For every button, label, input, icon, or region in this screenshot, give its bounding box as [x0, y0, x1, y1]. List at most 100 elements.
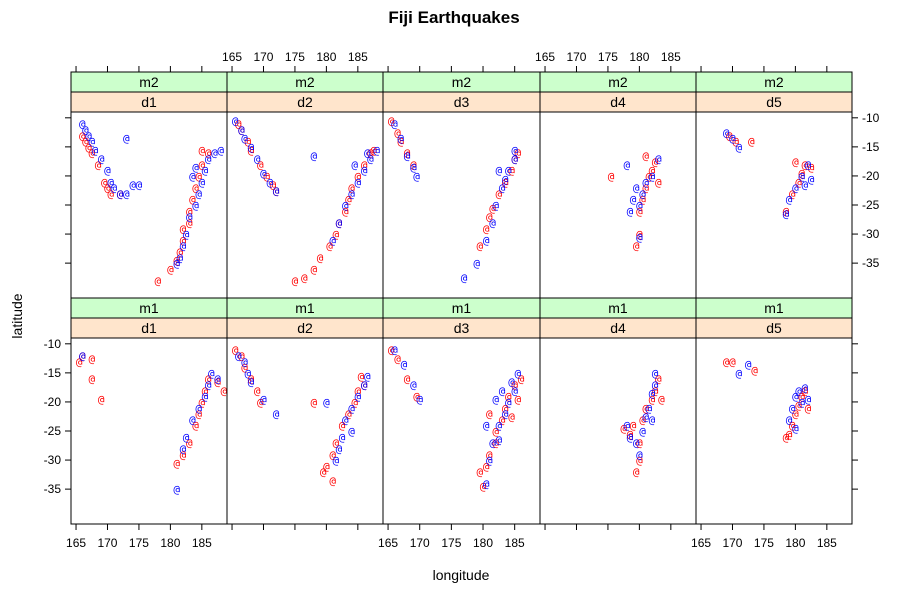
data-point: @ [404, 373, 411, 386]
data-point: @ [515, 393, 522, 406]
data-point: @ [117, 187, 124, 200]
data-point: @ [238, 123, 245, 136]
data-point: @ [192, 199, 199, 212]
data-point: @ [79, 349, 86, 362]
data-point: @ [410, 379, 417, 392]
x-tick-label-bottom: 175 [129, 536, 149, 550]
data-point: @ [110, 182, 117, 195]
data-point: @ [192, 182, 199, 195]
data-point: @ [248, 373, 255, 386]
data-point: @ [397, 132, 404, 145]
data-point: @ [180, 222, 187, 235]
data-point: @ [802, 381, 809, 394]
data-point: @ [620, 422, 627, 435]
data-point: @ [248, 141, 255, 154]
data-point: @ [483, 234, 490, 247]
data-point: @ [388, 115, 395, 128]
data-point: @ [486, 448, 493, 461]
data-point: @ [477, 240, 484, 253]
data-point: @ [483, 222, 490, 235]
data-point: @ [786, 413, 793, 426]
data-point: @ [205, 373, 212, 386]
data-point: @ [636, 199, 643, 212]
data-point: @ [496, 434, 503, 447]
strip-depth-label: d1 [141, 94, 157, 110]
data-point: @ [477, 466, 484, 479]
data-point: @ [642, 410, 649, 423]
x-tick-label-bottom: 165 [691, 536, 711, 550]
data-point: @ [351, 396, 358, 409]
y-tick-label-left: -25 [44, 424, 62, 438]
data-point: @ [323, 396, 330, 409]
data-point: @ [483, 419, 490, 432]
data-point: @ [789, 402, 796, 415]
data-point: @ [336, 216, 343, 229]
y-tick-label-right: -20 [862, 169, 880, 183]
data-point: @ [342, 199, 349, 212]
panel-frame [382, 111, 541, 299]
data-point: @ [177, 246, 184, 259]
data-point: @ [808, 173, 815, 186]
data-point: @ [202, 390, 209, 403]
data-point: @ [79, 118, 86, 131]
data-point: @ [627, 428, 634, 441]
data-point: @ [623, 419, 630, 432]
data-point: @ [199, 144, 206, 157]
data-point: @ [627, 431, 634, 444]
x-tick-label-bottom: 180 [785, 536, 805, 550]
data-point: @ [85, 129, 92, 142]
data-point: @ [792, 155, 799, 168]
data-point: @ [339, 419, 346, 432]
x-tick-label-bottom: 170 [97, 536, 117, 550]
data-point: @ [505, 396, 512, 409]
data-point: @ [329, 448, 336, 461]
data-point: @ [508, 376, 515, 389]
x-tick-label-bottom: 170 [722, 536, 742, 550]
data-point: @ [630, 419, 637, 432]
data-point: @ [323, 460, 330, 473]
data-point: @ [329, 474, 336, 487]
data-point: @ [508, 164, 515, 177]
panel-frame [70, 337, 228, 525]
data-point: @ [388, 344, 395, 357]
strip-depth-label: d5 [766, 94, 782, 110]
data-point: @ [248, 376, 255, 389]
data-point: @ [486, 408, 493, 421]
data-point: @ [792, 408, 799, 421]
data-point: @ [786, 428, 793, 441]
strip-depth-label: d3 [454, 94, 470, 110]
data-point: @ [792, 182, 799, 195]
data-point: @ [235, 118, 242, 131]
data-point: @ [336, 442, 343, 455]
data-point: @ [515, 367, 522, 380]
strip-depth-label: d3 [454, 320, 470, 336]
data-point: @ [173, 457, 180, 470]
data-point: @ [627, 205, 634, 218]
data-point: @ [85, 141, 92, 154]
x-axis-label: longitude [433, 567, 490, 583]
data-point: @ [792, 422, 799, 435]
data-point: @ [320, 466, 327, 479]
data-point: @ [136, 179, 143, 192]
data-point: @ [511, 153, 518, 166]
data-point: @ [270, 179, 277, 192]
x-tick-label-bottom: 185 [192, 536, 212, 550]
strip-magnitude-label: m2 [139, 74, 159, 90]
data-point: @ [642, 150, 649, 163]
data-point: @ [273, 408, 280, 421]
data-point: @ [254, 384, 261, 397]
data-point: @ [333, 454, 340, 467]
data-point: @ [167, 263, 174, 276]
data-point: @ [636, 454, 643, 467]
data-point: @ [496, 164, 503, 177]
data-point: @ [123, 132, 130, 145]
y-tick-label-left: -10 [44, 337, 62, 351]
data-point: @ [257, 396, 264, 409]
data-point: @ [735, 367, 742, 380]
data-point: @ [636, 231, 643, 244]
data-point: @ [639, 425, 646, 438]
data-point: @ [502, 408, 509, 421]
data-point: @ [333, 437, 340, 450]
